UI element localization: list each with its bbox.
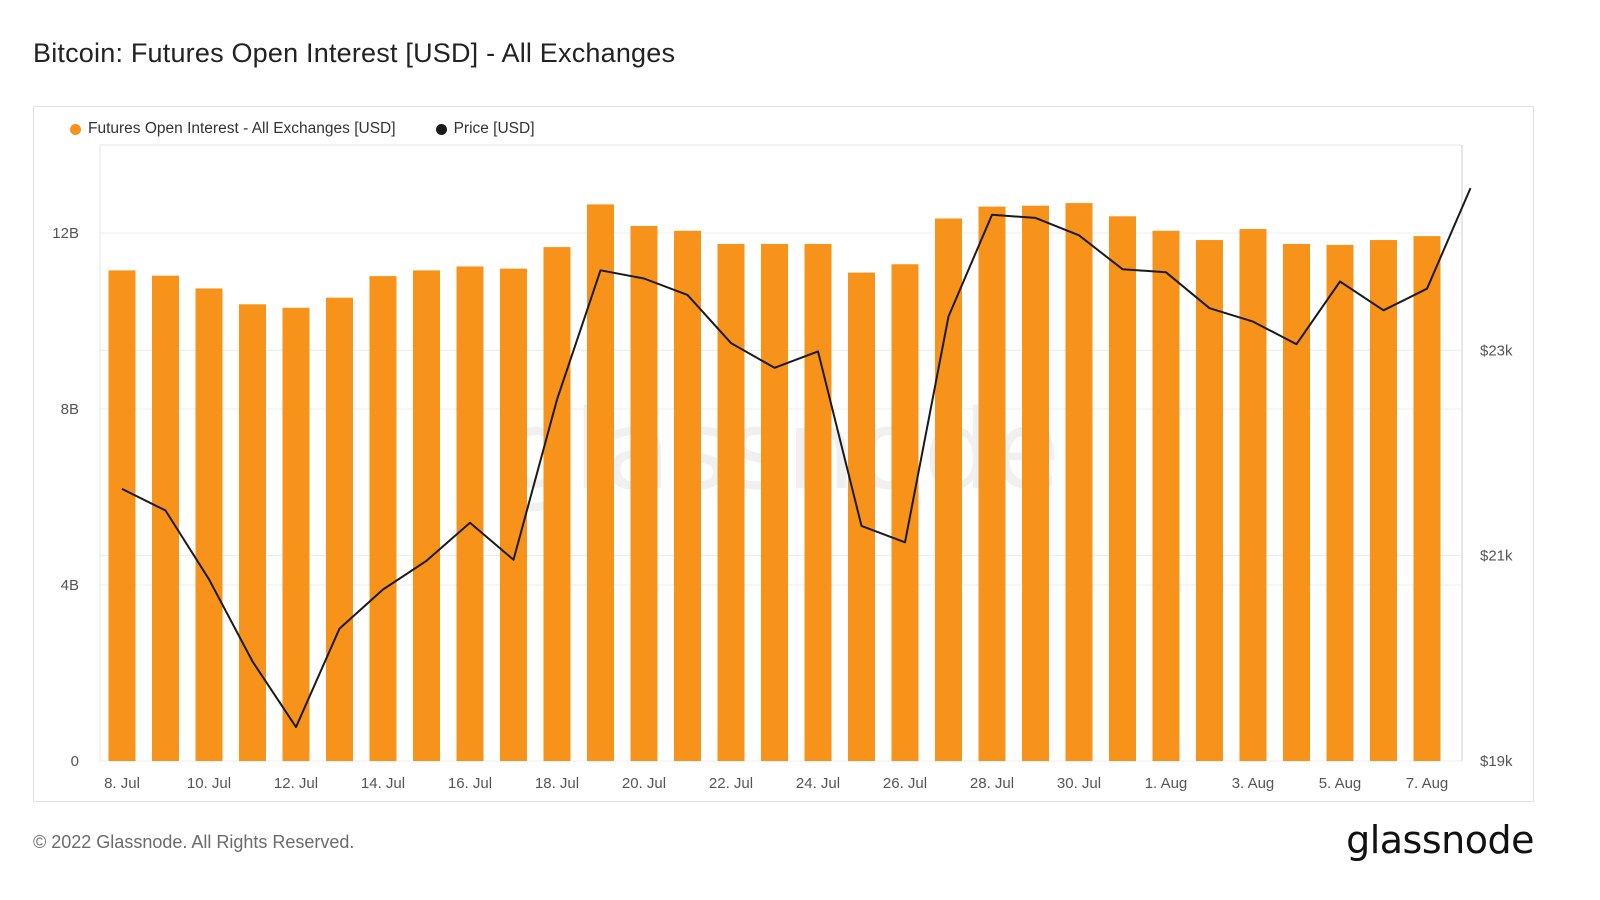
x-tick-label: 5. Aug [1319, 775, 1362, 792]
x-tick-label: 22. Jul [709, 775, 753, 792]
legend-item-open-interest[interactable]: Futures Open Interest - All Exchanges [U… [70, 120, 396, 138]
bar-open-interest[interactable] [500, 268, 527, 761]
x-tick-label: 24. Jul [796, 775, 840, 792]
bar-open-interest[interactable] [1283, 244, 1310, 761]
bar-open-interest[interactable] [630, 225, 658, 761]
bar-open-interest[interactable] [195, 288, 223, 761]
bar-open-interest[interactable] [717, 244, 745, 761]
bar-open-interest[interactable] [1239, 229, 1267, 762]
y-right-tick-label: $21k [1480, 548, 1513, 565]
bar-open-interest[interactable] [456, 266, 484, 761]
legend-dot-open-interest [70, 123, 81, 135]
bar-open-interest[interactable] [761, 244, 788, 761]
bar-open-interest[interactable] [1065, 203, 1093, 761]
x-tick-label: 8. Jul [104, 775, 140, 792]
bar-open-interest[interactable] [282, 307, 310, 761]
x-tick-label: 16. Jul [448, 775, 492, 792]
bar-open-interest[interactable] [978, 206, 1006, 762]
y-right-tick-label: $19k [1480, 753, 1513, 770]
legend-dot-price [435, 123, 447, 135]
bar-open-interest[interactable] [326, 297, 353, 761]
x-tick-label: 7. Aug [1406, 775, 1449, 792]
bar-open-interest[interactable] [674, 230, 701, 762]
bar-open-interest[interactable] [108, 270, 136, 761]
bar-open-interest[interactable] [804, 244, 832, 761]
chart-panel [33, 106, 1534, 802]
x-tick-label: 26. Jul [883, 775, 927, 792]
x-tick-label: 20. Jul [622, 775, 666, 792]
y-left-tick-label: 8B [61, 401, 79, 418]
bar-open-interest[interactable] [239, 304, 266, 761]
glassnode-logo: glassnode [1346, 818, 1534, 862]
bar-open-interest[interactable] [935, 218, 962, 762]
bar-open-interest[interactable] [1326, 244, 1354, 761]
x-tick-label: 30. Jul [1057, 775, 1101, 792]
bar-open-interest[interactable] [1370, 240, 1397, 762]
bar-open-interest[interactable] [587, 204, 614, 761]
price-line[interactable] [121, 187, 1472, 729]
x-tick-label: 14. Jul [361, 775, 405, 792]
bar-open-interest[interactable] [1109, 216, 1136, 761]
legend-label-price: Price [USD] [453, 120, 535, 137]
x-tick-label: 28. Jul [970, 775, 1014, 792]
bar-open-interest[interactable] [413, 270, 440, 761]
bar-open-interest[interactable] [891, 264, 919, 761]
legend-label-open-interest: Futures Open Interest - All Exchanges [U… [88, 120, 396, 137]
bar-open-interest[interactable] [1152, 230, 1180, 762]
chart-title: Bitcoin: Futures Open Interest [USD] - A… [33, 38, 676, 68]
x-tick-label: 1. Aug [1145, 775, 1188, 792]
copyright-footer: © 2022 Glassnode. All Rights Reserved. [33, 832, 355, 852]
bar-open-interest[interactable] [848, 272, 875, 761]
y-right-tick-label: $23k [1480, 342, 1513, 359]
y-left-tick-label: 12B [52, 225, 79, 242]
x-tick-label: 12. Jul [274, 775, 318, 792]
bar-open-interest[interactable] [543, 247, 571, 761]
chart-legend: Futures Open Interest - All Exchanges [U… [70, 120, 535, 138]
x-tick-label: 10. Jul [187, 775, 231, 792]
y-left-tick-label: 0 [71, 753, 79, 770]
x-tick-label: 18. Jul [535, 775, 579, 792]
bar-open-interest[interactable] [1022, 205, 1049, 762]
bar-open-interest[interactable] [369, 276, 397, 761]
bar-open-interest[interactable] [1413, 236, 1441, 761]
bar-open-interest[interactable] [152, 275, 179, 761]
legend-item-price[interactable]: Price [USD] [435, 120, 535, 138]
x-tick-label: 3. Aug [1232, 775, 1275, 792]
y-left-tick-label: 4B [61, 577, 79, 594]
bar-open-interest[interactable] [1196, 240, 1223, 762]
